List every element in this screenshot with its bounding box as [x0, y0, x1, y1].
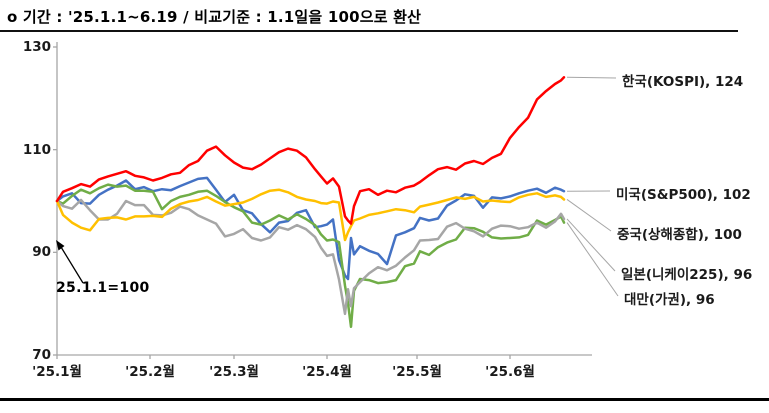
series-label-taiwan: 대만(가권), 96 — [624, 292, 715, 308]
y-tick-label: 70 — [32, 347, 51, 363]
y-tick-label: 110 — [22, 141, 51, 158]
series-label-usa: 미국(S&P500), 102 — [616, 187, 751, 203]
x-tick-label: '25.5월 — [392, 364, 442, 380]
series-label-china: 중국(상해종합), 100 — [617, 227, 742, 243]
axes — [56, 42, 592, 356]
annotation-arrow-shaft — [60, 246, 84, 284]
y-tick-label: 130 — [22, 39, 51, 55]
y-tick-label: 90 — [32, 244, 51, 261]
figure-title: o 기간 : '25.1.1~6.19 / 비교기준 : 1.1일을 100으로… — [7, 8, 422, 26]
leader-line-china — [566, 199, 612, 232]
baseline-annotation: 25.1.1=100 — [56, 280, 150, 296]
series-line-japan — [55, 198, 566, 316]
series-line-usa — [55, 176, 566, 281]
x-tick-label: '25.1월 — [32, 364, 82, 380]
x-tick-label: '25.6월 — [485, 364, 535, 380]
x-tick-label: '25.2월 — [125, 364, 175, 380]
series-line-taiwan — [55, 183, 566, 329]
divider — [0, 398, 769, 401]
series-label-korea: 한국(KOSPI), 124 — [622, 74, 744, 90]
x-tick-label: '25.3월 — [209, 364, 259, 380]
title-underline — [0, 30, 738, 32]
leader-line-taiwan — [566, 222, 619, 297]
x-tick-label: '25.4월 — [302, 364, 352, 380]
annotation-arrowhead — [56, 240, 65, 251]
leader-line-japan — [566, 218, 616, 272]
series-line-korea — [55, 76, 566, 225]
series-label-japan: 일본(니케이225), 96 — [621, 267, 753, 283]
leader-line-korea — [566, 76, 617, 79]
series-line-china — [55, 188, 566, 242]
